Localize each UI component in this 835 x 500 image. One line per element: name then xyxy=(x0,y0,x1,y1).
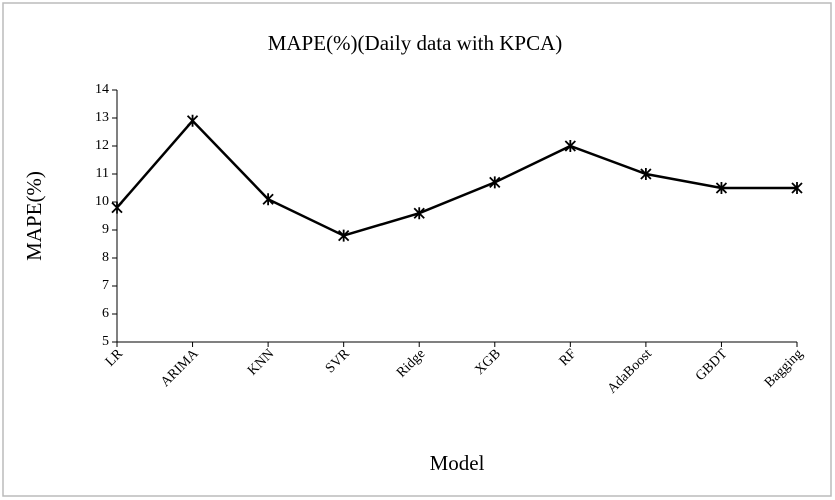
point-marker xyxy=(791,182,803,194)
y-tick-label: 7 xyxy=(102,278,109,293)
point-marker xyxy=(186,114,199,127)
point-marker xyxy=(338,229,350,242)
point-marker xyxy=(715,182,728,194)
series-line xyxy=(116,118,797,237)
y-tick-label: 5 xyxy=(102,334,109,349)
y-tick-label: 9 xyxy=(102,222,109,237)
y-tick-label: 10 xyxy=(95,194,109,209)
y-tick-label: 6 xyxy=(102,306,109,321)
y-tick-label: 11 xyxy=(96,166,109,181)
point-marker xyxy=(564,140,576,152)
chart-title: MAPE(%)(Daily data with KPCA) xyxy=(268,31,563,55)
point-marker xyxy=(489,176,501,189)
x-axis-label: Model xyxy=(430,451,485,475)
y-tick-label: 8 xyxy=(102,250,109,265)
y-axis-label: MAPE(%) xyxy=(22,171,46,261)
point-marker xyxy=(262,193,274,206)
point-marker xyxy=(413,207,425,220)
y-tick-label: 13 xyxy=(95,110,109,125)
y-tick-label: 12 xyxy=(95,138,109,153)
y-tick-label: 14 xyxy=(95,82,109,97)
point-marker xyxy=(640,168,652,180)
point-marker xyxy=(111,201,123,214)
